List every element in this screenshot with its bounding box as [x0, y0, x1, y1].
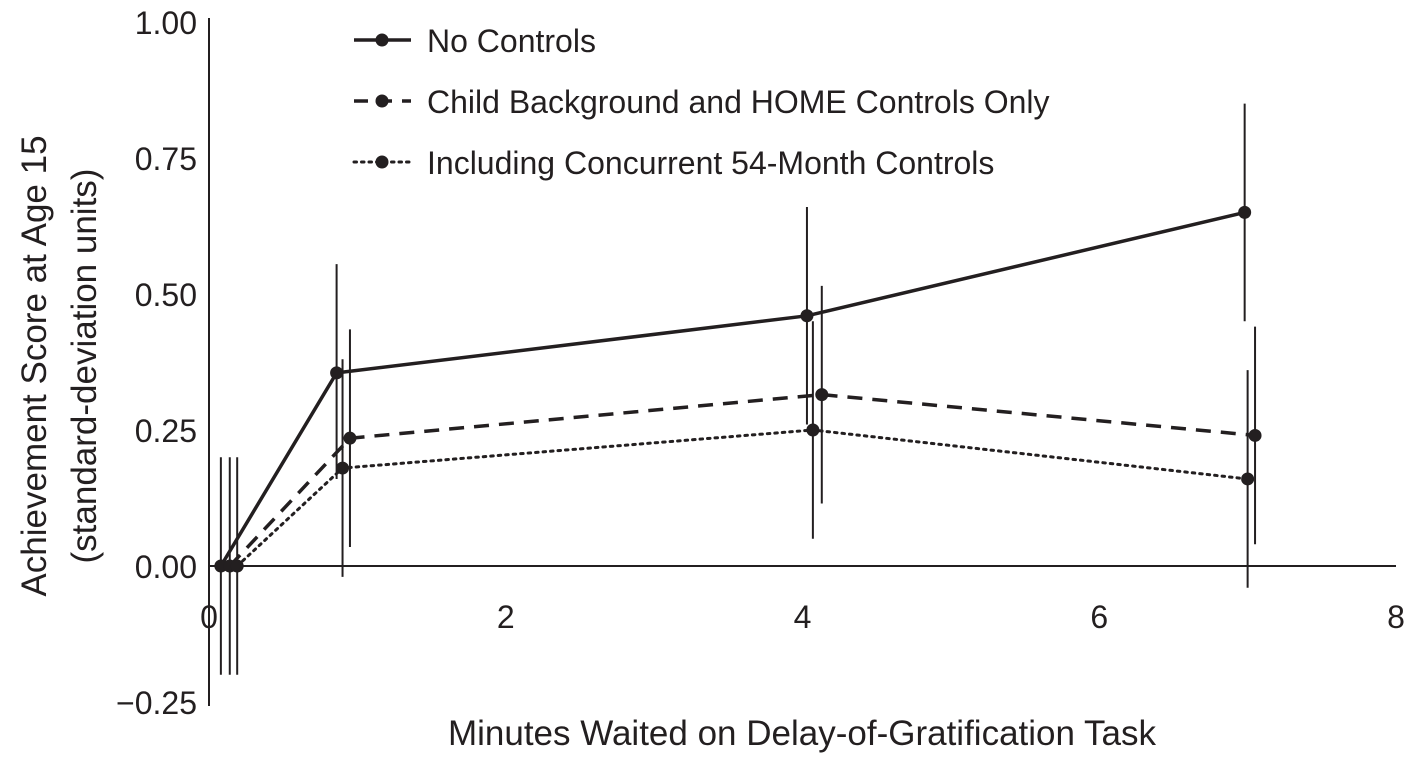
legend-label: Child Background and HOME Controls Only	[427, 84, 1050, 120]
legend-marker	[375, 94, 389, 108]
legend-marker	[375, 33, 389, 47]
data-point	[1238, 205, 1252, 219]
y-tick-label: 0.25	[135, 413, 197, 449]
legend: No Controls Child Background and HOME Con…	[352, 23, 1050, 181]
data-point	[230, 559, 244, 573]
data-point	[214, 559, 228, 573]
legend-marker	[375, 155, 389, 169]
series-line	[219, 210, 1246, 567]
data-points	[214, 205, 1262, 573]
data-point	[343, 431, 357, 445]
y-axis-subtitle: (standard-deviation units)	[65, 169, 104, 564]
x-tick-label: 4	[794, 599, 812, 635]
x-tick-label: 2	[497, 599, 515, 635]
x-axis-title: Minutes Waited on Delay-of-Gratification…	[448, 714, 1157, 753]
x-tick-label: 6	[1090, 599, 1108, 635]
data-point	[806, 423, 820, 437]
series-line	[228, 392, 1256, 568]
series-line	[235, 428, 1250, 568]
data-point	[330, 366, 344, 380]
series-lines	[219, 210, 1256, 568]
data-point	[815, 388, 829, 402]
y-tick-label: 0.00	[135, 549, 197, 585]
data-point	[336, 461, 350, 475]
legend-label: Including Concurrent 54-Month Controls	[427, 145, 994, 181]
error-bars	[219, 103, 1257, 675]
y-tick-label: 0.75	[135, 141, 197, 177]
x-tick-label: 0	[200, 599, 218, 635]
x-tick-label: 8	[1387, 599, 1405, 635]
data-point	[1248, 428, 1262, 442]
y-tick-label: −0.25	[116, 685, 197, 721]
data-point	[1241, 472, 1255, 486]
y-tick-label: 0.50	[135, 277, 197, 313]
y-axis-title: Achievement Score at Age 15	[15, 135, 54, 596]
tick-labels: 1.00 0.75 0.50 0.25 0.00 −0.25 0 2 4 6 8	[116, 5, 1405, 721]
axes	[208, 18, 1396, 706]
data-point	[800, 309, 814, 323]
y-tick-label: 1.00	[135, 5, 197, 41]
legend-label: No Controls	[427, 23, 596, 59]
